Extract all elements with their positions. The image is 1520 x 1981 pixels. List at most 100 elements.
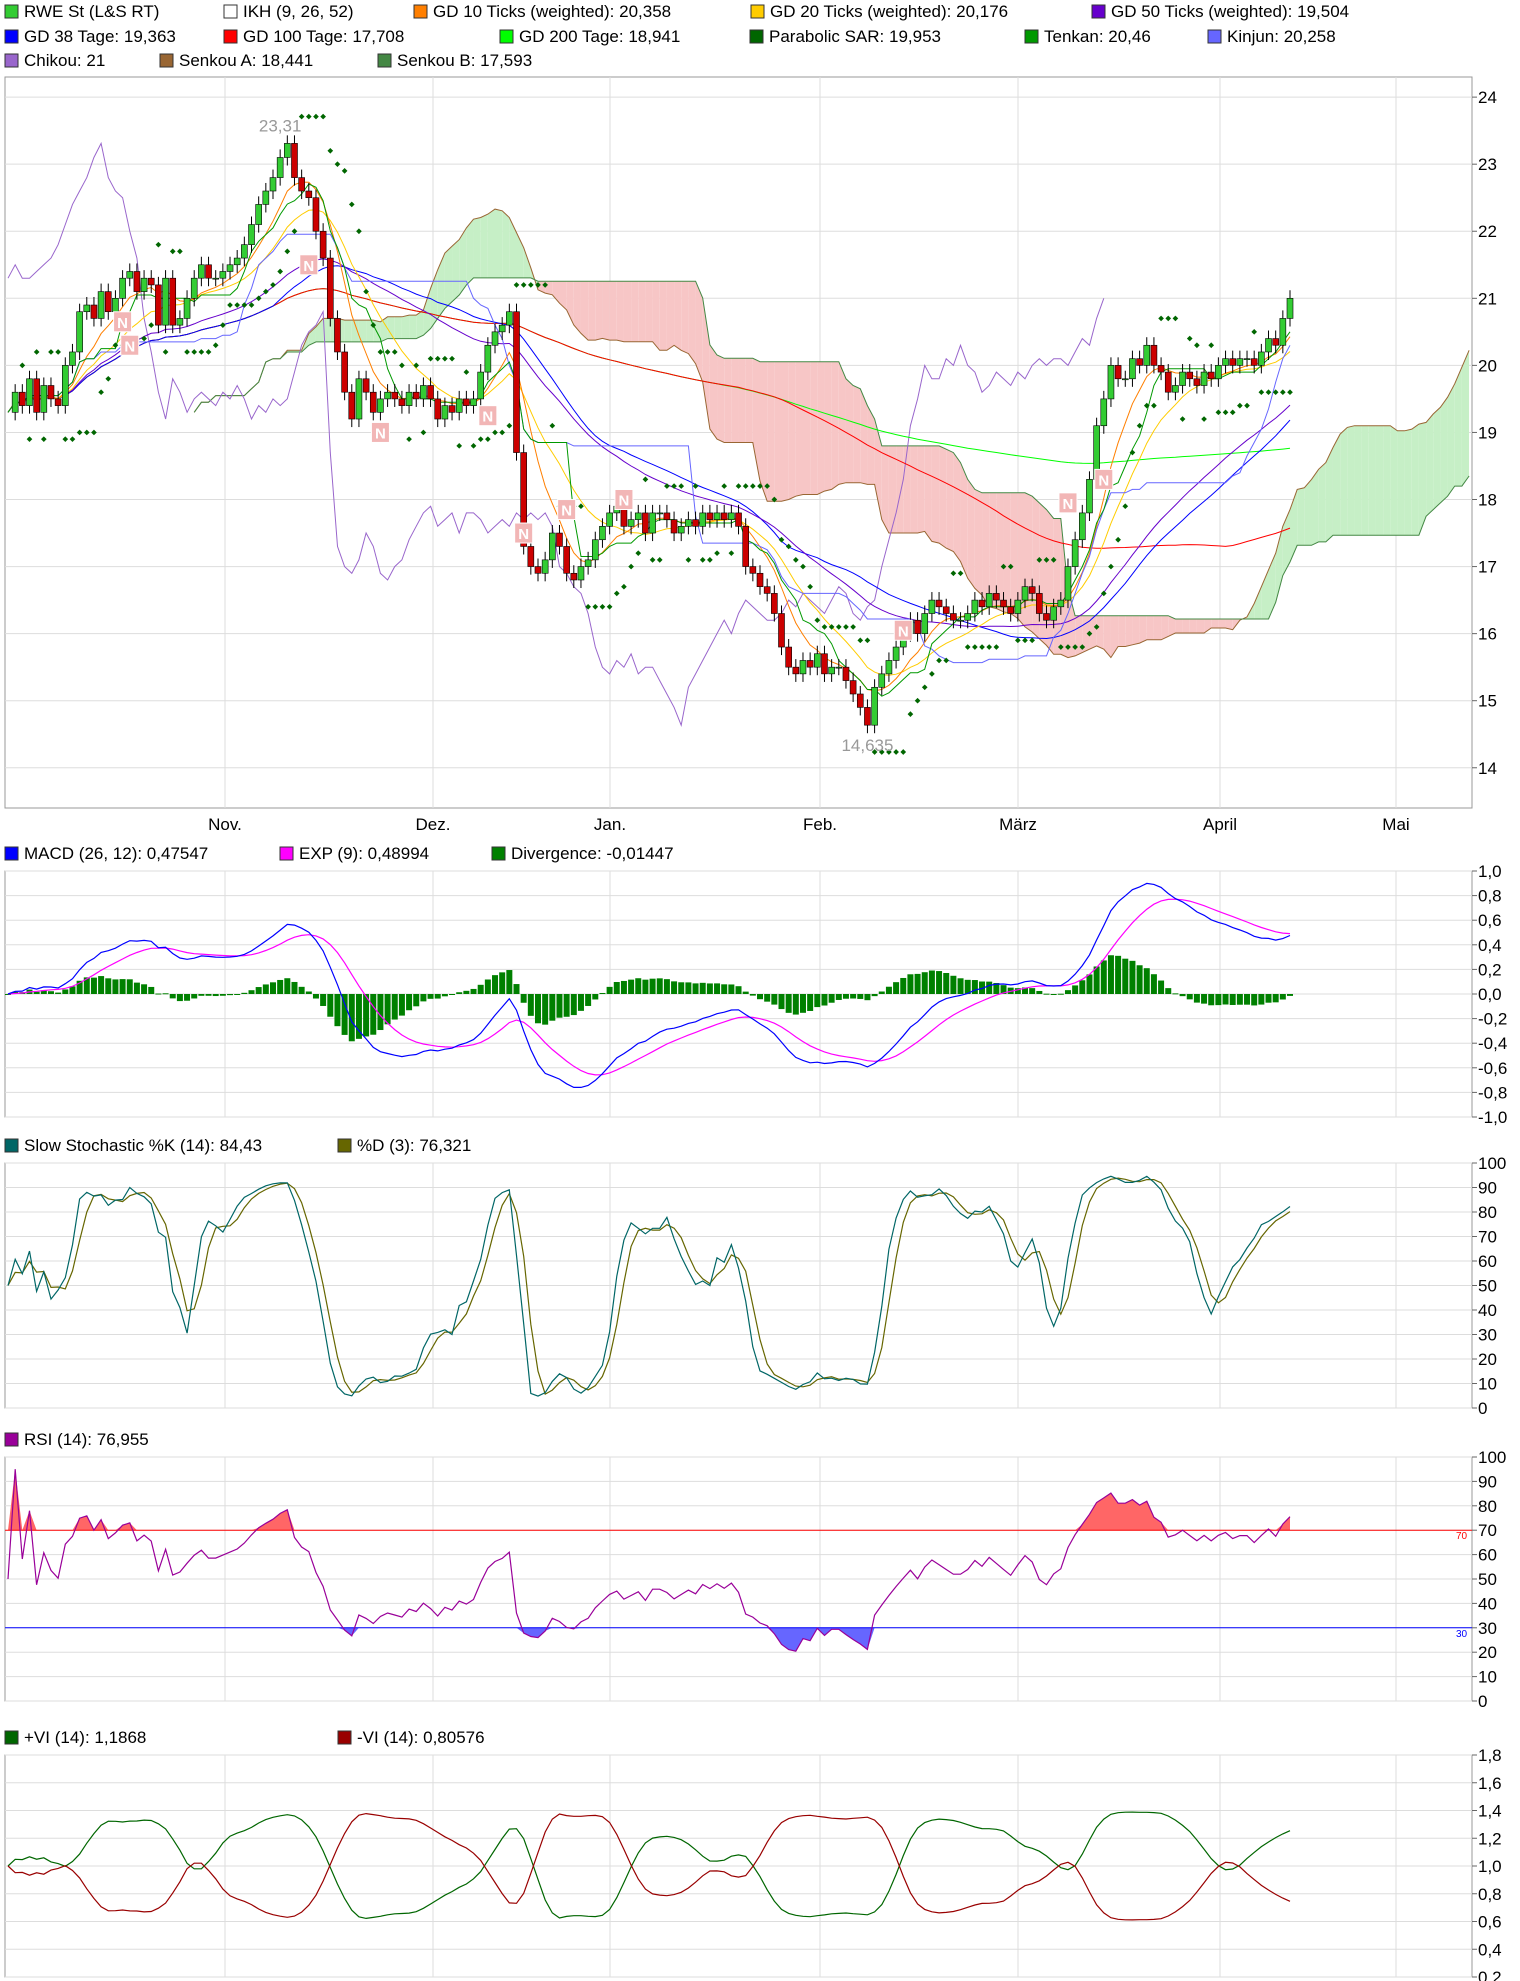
ichimoku-cloud-segment [1297,487,1305,546]
divergence-bar [1287,994,1293,996]
legend-label: %D (3): 76,321 [357,1136,471,1155]
ichimoku-cloud-segment [666,281,675,351]
divergence-bar [234,994,241,995]
divergence-bar [420,994,427,1002]
divergence-bar [298,986,305,994]
candle-up [269,177,277,192]
divergence-bar [198,994,205,996]
candle-up [634,512,642,520]
divergence-bar [284,978,291,994]
divergence-bar [986,981,993,994]
y-tick-label: 22 [1478,222,1497,241]
divergence-bar [1022,987,1029,994]
parabolic-sar-dot [26,436,33,442]
divergence-bar [835,994,842,1000]
legend-swatch [4,1432,19,1447]
divergence-bar [699,982,706,994]
divergence-bar [62,989,69,994]
candle-down [1136,358,1143,366]
divergence-bar [542,994,549,1025]
candle-down [1007,606,1014,614]
candle-down [1000,599,1007,608]
parabolic-sar-dot [1129,449,1136,456]
divergence-bar [814,994,821,1008]
parabolic-sar-dot [348,201,355,208]
macd-line [7,882,1291,1088]
divergence-bar [40,990,47,994]
legend-label: Chikou: 21 [24,51,105,70]
parabolic-sar-dot [112,342,119,349]
divergence-bar [671,981,678,994]
divergence-bar [950,975,957,994]
candle-down [19,391,26,406]
divergence-bar [456,992,463,994]
legend-area: RWE St (L&S RT) IKH (9, 26, 52) GD 10 Tick… [4,2,1349,70]
parabolic-sar-dot [828,624,835,630]
ichimoku-cloud-segment [1110,615,1119,658]
parabolic-sar-dot [277,268,283,275]
ichimoku-cloud-segment [996,492,1004,612]
candle-down [1186,371,1194,380]
y-tick-label: 24 [1478,88,1497,107]
legend-item: GD 20 Ticks (weighted): 20,176 [750,2,1008,21]
candle-down [663,512,671,520]
candle-down [720,512,728,520]
ichimoku-cloud-segment [931,445,940,544]
legend-item: %D (3): 76,321 [337,1136,471,1155]
parabolic-sar-dot [1194,342,1200,349]
y-tick-label: 10 [1478,1375,1497,1394]
candle-down [756,572,764,587]
parabolic-sar-dot [635,550,642,556]
candle-down [205,264,212,279]
candle-down [527,546,535,567]
candle-down [1043,613,1050,621]
ichimoku-cloud-segment [1318,462,1326,542]
ichimoku-cloud-segment [867,405,875,485]
candle-up [219,271,227,279]
divergence-bar [212,994,219,997]
parabolic-sar-dot [599,603,606,610]
candle-down [90,304,98,319]
ichimoku-cloud-segment [595,281,603,341]
divergence-bar [1229,994,1236,1005]
candle-up [814,653,821,668]
parabolic-sar-dot [914,697,921,704]
divergence-bar [728,984,735,994]
y-tick-label: 23 [1478,155,1497,174]
divergence-bar [807,994,814,1011]
parabolic-sar-dot [578,503,584,510]
candle-up [1129,358,1136,380]
ichimoku-cloud-segment [795,361,803,497]
divergence-bar [771,994,778,1005]
divergence-bar [878,991,885,994]
divergence-bar [55,992,62,994]
y-tick-label: 60 [1478,1252,1497,1271]
candle-up [26,378,33,406]
ichimoku-cloud-segment [659,281,667,351]
divergence-bar [914,973,921,994]
candle-up [1222,358,1229,366]
plus-vi-line [7,1811,1291,1920]
divergence-bar [98,976,105,994]
parabolic-sar-dot [1122,503,1129,510]
legend-item: GD 200 Tage: 18,941 [499,27,680,46]
parabolic-sar-dot [377,349,384,355]
legend-label: Senkou B: 17,593 [397,51,532,70]
ichimoku-cloud-segment [724,358,732,443]
ichimoku-cloud-segment [308,326,316,346]
parabolic-sar-dot [943,657,950,664]
candle-up [957,619,964,622]
legend-label: Senkou A: 18,441 [179,51,313,70]
candle-up [255,204,262,225]
candle-up [699,512,707,527]
legend-label: MACD (26, 12): 0,47547 [24,844,208,863]
parabolic-sar-dot [162,349,169,355]
parabolic-sar-dot [91,429,97,436]
y-tick-label: 80 [1478,1203,1497,1222]
divergence-bar [241,992,248,994]
candle-down [993,593,1000,601]
parabolic-sar-dot [241,302,248,308]
senkou-a-line [193,208,1470,659]
signal-box [1094,468,1114,490]
parabolic-sar-dot [255,295,262,302]
